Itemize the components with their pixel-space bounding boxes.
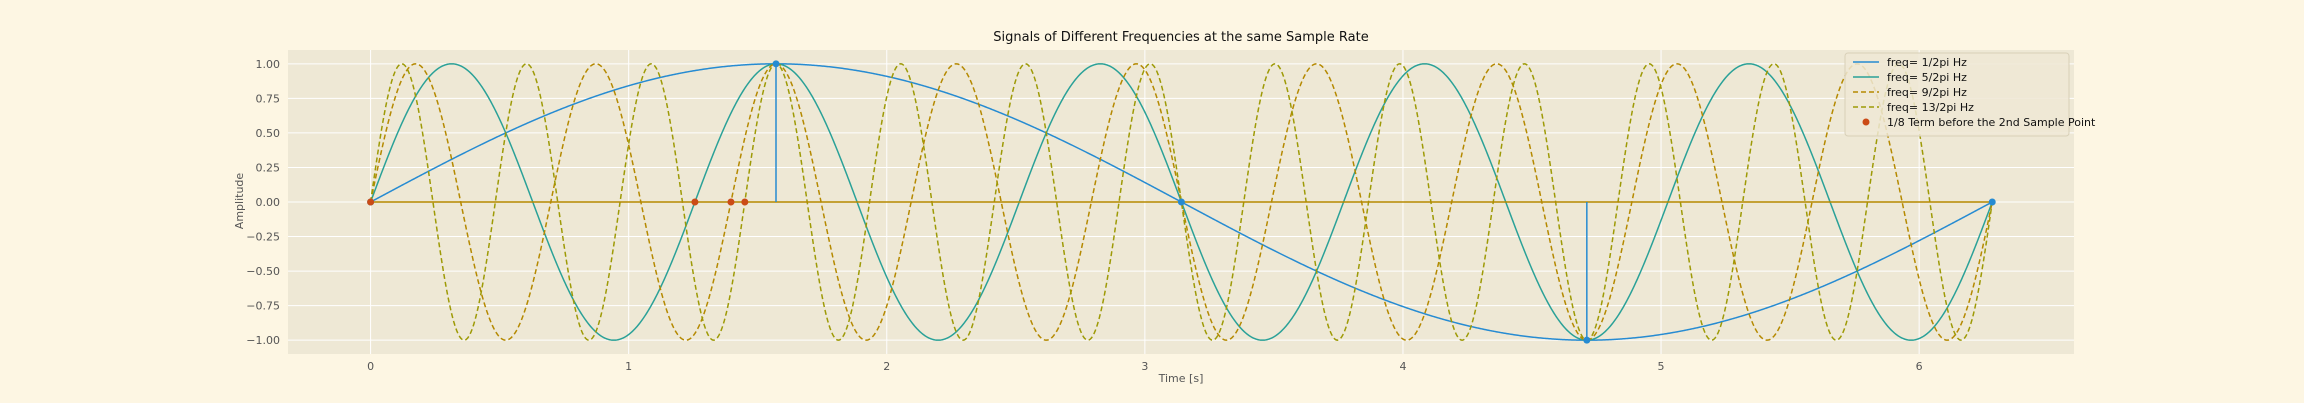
x-tick-label: 3: [1141, 360, 1148, 373]
legend-label: 1/8 Term before the 2nd Sample Point: [1887, 116, 2096, 129]
legend-label: freq= 5/2pi Hz: [1887, 71, 1967, 84]
x-tick-label: 4: [1399, 360, 1406, 373]
legend: freq= 1/2pi Hz freq= 5/2pi Hz freq= 9/2pi …: [1844, 52, 2096, 137]
chart-title: Signals of Different Frequencies at the …: [993, 30, 1368, 45]
x-tick-label: 5: [1658, 360, 1665, 373]
legend-label: freq= 13/2pi Hz: [1887, 101, 1974, 114]
legend-swatch: [1862, 118, 1870, 126]
grid-lines: [288, 50, 2074, 354]
stem-marker: [772, 60, 780, 68]
x-tick-label: 0: [367, 360, 374, 373]
x-tick-label: 1: [625, 360, 632, 373]
legend-box: [1844, 52, 2070, 137]
stem-marker: [1177, 198, 1185, 206]
y-axis-label: Amplitude: [233, 173, 246, 230]
y-tick-label: −0.50: [246, 265, 280, 278]
scatter-point: [691, 198, 699, 206]
y-tick-label: 0.50: [256, 127, 281, 140]
y-tick-label: −0.75: [246, 300, 280, 313]
y-tick-label: −1.00: [246, 334, 280, 347]
stem-marker: [1988, 198, 1996, 206]
y-tick-label: 0.25: [256, 161, 281, 174]
y-tick-label: 0.75: [256, 92, 281, 105]
y-axis-ticks: 1.00 0.75 0.50 0.25 0.00 −0.25 −0.50 −0.75 −1.00: [246, 58, 280, 347]
x-axis-label: Time [s]: [1158, 372, 1204, 385]
scatter-point: [741, 198, 749, 206]
scatter-point: [727, 198, 735, 206]
y-tick-label: −0.25: [246, 231, 280, 244]
scatter-point: [367, 198, 375, 206]
x-tick-label: 6: [1916, 360, 1923, 373]
stem-marker: [1583, 336, 1591, 344]
legend-label: freq= 9/2pi Hz: [1887, 86, 1967, 99]
y-tick-label: 1.00: [256, 58, 281, 71]
x-axis-ticks: 0 1 2 3 4 5 6: [367, 360, 1923, 373]
legend-label: freq= 1/2pi Hz: [1887, 56, 1967, 69]
y-tick-label: 0.00: [256, 196, 281, 209]
scatter-points: [367, 198, 749, 206]
x-tick-label: 2: [883, 360, 890, 373]
